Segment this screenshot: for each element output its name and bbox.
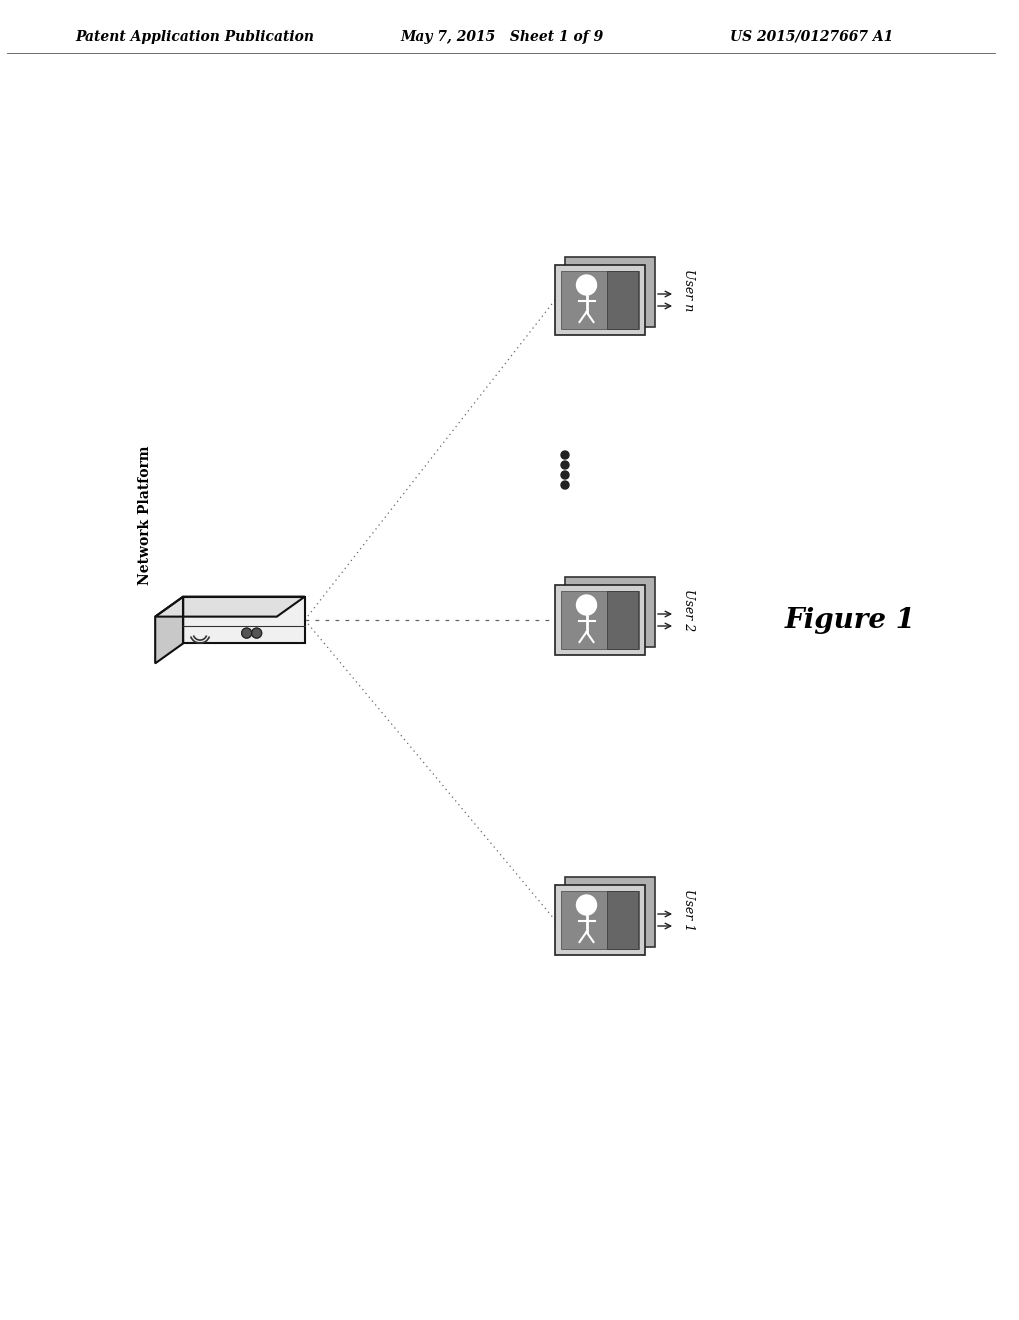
- FancyBboxPatch shape: [565, 577, 654, 647]
- FancyBboxPatch shape: [565, 257, 654, 327]
- FancyBboxPatch shape: [554, 265, 644, 335]
- Text: Network Platform: Network Platform: [138, 446, 152, 585]
- Circle shape: [576, 895, 596, 915]
- Circle shape: [576, 595, 596, 615]
- Circle shape: [560, 480, 569, 488]
- FancyBboxPatch shape: [606, 891, 637, 949]
- Circle shape: [560, 461, 569, 469]
- Circle shape: [252, 628, 262, 638]
- FancyBboxPatch shape: [560, 891, 638, 949]
- Text: Figure 1: Figure 1: [784, 606, 914, 634]
- FancyBboxPatch shape: [606, 271, 637, 329]
- Text: US 2015/0127667 A1: US 2015/0127667 A1: [730, 30, 893, 44]
- FancyBboxPatch shape: [560, 271, 638, 329]
- Polygon shape: [155, 597, 183, 664]
- Circle shape: [576, 275, 596, 294]
- FancyBboxPatch shape: [554, 585, 644, 655]
- Text: User 1: User 1: [682, 888, 694, 931]
- Polygon shape: [155, 597, 305, 616]
- FancyBboxPatch shape: [560, 591, 638, 649]
- Text: User n: User n: [682, 269, 694, 312]
- FancyBboxPatch shape: [606, 591, 637, 649]
- Text: May 7, 2015   Sheet 1 of 9: May 7, 2015 Sheet 1 of 9: [399, 30, 602, 44]
- Polygon shape: [183, 597, 305, 643]
- Circle shape: [560, 451, 569, 459]
- Circle shape: [560, 471, 569, 479]
- FancyBboxPatch shape: [565, 876, 654, 946]
- Circle shape: [242, 628, 252, 638]
- Text: Patent Application Publication: Patent Application Publication: [75, 30, 314, 44]
- Text: User 2: User 2: [682, 589, 694, 631]
- FancyBboxPatch shape: [554, 884, 644, 954]
